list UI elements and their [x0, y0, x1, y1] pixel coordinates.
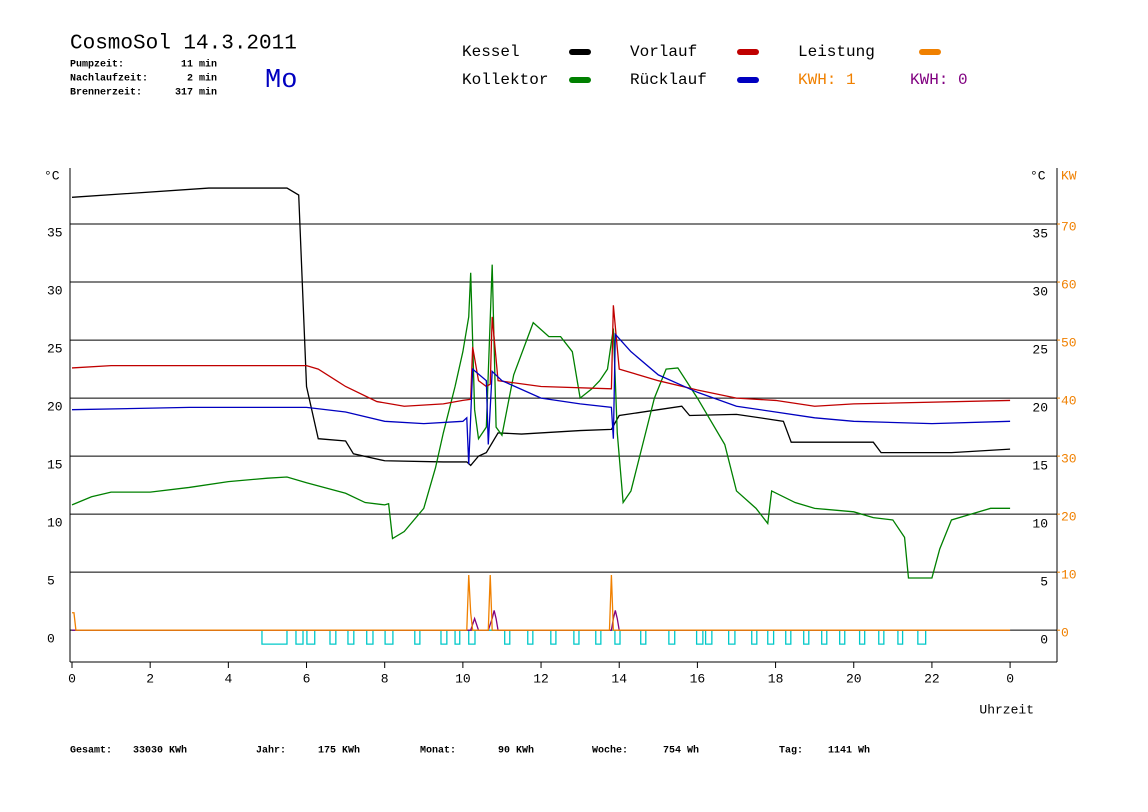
y2-tick-label: 40	[1061, 394, 1077, 409]
y-tick-label: 25	[47, 342, 63, 357]
x-tick-label: 0	[1006, 671, 1014, 686]
y2-tick-label: 70	[1061, 219, 1077, 234]
x-tick-label: 18	[768, 671, 784, 686]
y-tick-label: 10	[47, 516, 63, 531]
y-tick-label-right: 0	[1040, 633, 1048, 648]
stat-value: 11 min	[181, 59, 217, 71]
stat-label: Pumpzeit:	[70, 59, 124, 71]
stat-value: 2 min	[187, 73, 217, 85]
footer-label: Gesamt:	[70, 746, 112, 757]
day-label: Mo	[265, 66, 297, 96]
footer-value: 1141 Wh	[828, 745, 870, 757]
y2-tick-label: 50	[1061, 336, 1077, 351]
legend-label: Kessel	[462, 43, 520, 61]
y-tick-label: 0	[47, 632, 55, 647]
stat-value: 317 min	[175, 87, 217, 99]
x-axis-label: Uhrzeit	[979, 702, 1034, 717]
kwh-label: KWH: 1	[798, 71, 856, 89]
footer-value: 90 KWh	[498, 745, 534, 757]
y-tick-label-right: 20	[1032, 401, 1048, 416]
footer-value: 33030 KWh	[133, 745, 187, 757]
x-tick-label: 6	[303, 671, 311, 686]
y-tick-label-right: 10	[1032, 517, 1048, 532]
legend-label: Rücklauf	[630, 71, 707, 89]
y2-tick-label: 0	[1061, 626, 1069, 641]
y-tick-label-right: 30	[1032, 284, 1048, 299]
footer-label: Woche:	[592, 745, 628, 757]
x-tick-label: 20	[846, 671, 862, 686]
series-line	[71, 264, 1011, 579]
footer-label: Monat:	[420, 746, 456, 757]
y-tick-label: 15	[47, 458, 63, 473]
y-axis-label: °C	[44, 168, 60, 183]
y2-tick-label: 60	[1061, 277, 1077, 292]
legend-label: Leistung	[798, 43, 875, 61]
y-tick-label: 30	[47, 283, 63, 298]
legend-label: Vorlauf	[630, 43, 697, 61]
x-tick-label: 8	[381, 671, 389, 686]
series-line	[72, 575, 1011, 631]
x-tick-label: 12	[533, 671, 549, 686]
chart-title: CosmoSol 14.3.2011	[70, 33, 297, 56]
kwh-label: KWH: 0	[910, 71, 968, 89]
x-tick-label: 2	[146, 671, 154, 686]
footer-label: Jahr:	[256, 745, 286, 757]
series-line	[72, 610, 1011, 631]
x-tick-label: 16	[690, 671, 706, 686]
series-line	[71, 332, 1011, 465]
y2-axis-label: KW	[1061, 168, 1077, 183]
y-tick-label: 20	[47, 400, 63, 415]
y-tick-label-right: 35	[1032, 226, 1048, 241]
x-tick-label: 0	[68, 671, 76, 686]
y-tick-label: 35	[47, 225, 63, 240]
y2-tick-label: 10	[1061, 568, 1077, 583]
x-tick-label: 22	[924, 671, 940, 686]
stat-label: Brennerzeit:	[70, 87, 142, 99]
y-axis-label-right: °C	[1030, 168, 1046, 183]
legend-label: Kollektor	[462, 71, 548, 89]
footer-value: 754 Wh	[663, 745, 699, 757]
stat-label: Nachlaufzeit:	[70, 73, 148, 85]
y-tick-label-right: 25	[1032, 343, 1048, 358]
y2-tick-label: 30	[1061, 452, 1077, 467]
series-line	[71, 187, 1011, 467]
y-tick-label-right: 5	[1040, 575, 1048, 590]
footer-value: 175 KWh	[318, 745, 360, 757]
footer-label: Tag:	[779, 746, 803, 757]
y2-tick-label: 20	[1061, 510, 1077, 525]
x-tick-label: 14	[611, 671, 627, 686]
y-tick-label: 5	[47, 574, 55, 589]
x-tick-label: 4	[224, 671, 232, 686]
series-line	[71, 305, 1011, 407]
x-tick-label: 10	[455, 671, 471, 686]
y-tick-label-right: 15	[1032, 459, 1048, 474]
